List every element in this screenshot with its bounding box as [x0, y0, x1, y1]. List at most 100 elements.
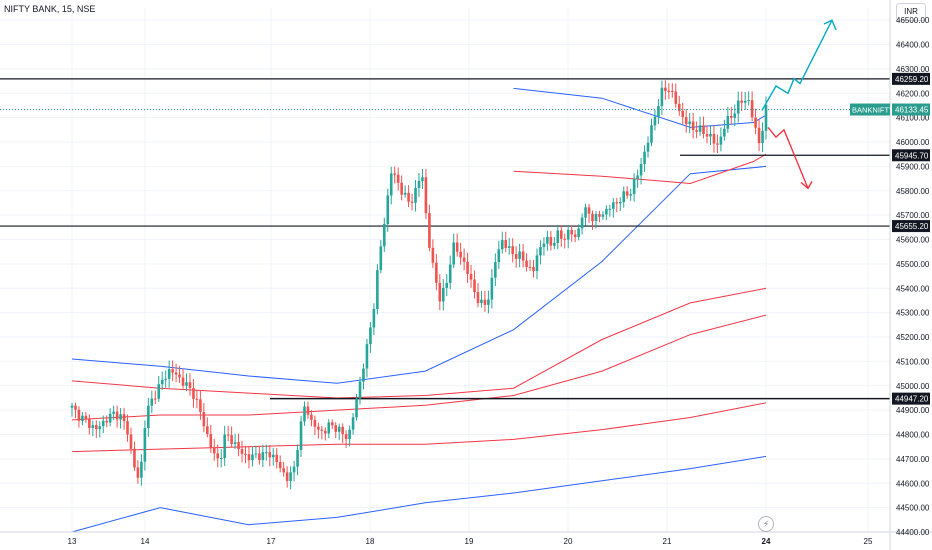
candle [657, 106, 660, 117]
candle [268, 452, 272, 458]
price-tick-label: 46500.00 [896, 16, 930, 25]
level-price-badge: 44947.20 [892, 392, 930, 405]
candle [414, 187, 417, 203]
candle [445, 282, 449, 288]
candle [691, 121, 695, 131]
candle [702, 125, 705, 135]
candle [615, 202, 619, 204]
candle [133, 448, 136, 468]
candle [452, 242, 455, 265]
candle [719, 136, 723, 145]
candle [528, 266, 532, 268]
candle [695, 130, 698, 132]
candle [459, 251, 462, 258]
candle [271, 454, 275, 458]
candle [77, 409, 81, 421]
price-tick-label: 44600.00 [896, 479, 930, 488]
candle [247, 454, 251, 461]
candle [643, 151, 646, 165]
candle [185, 382, 188, 386]
candle [438, 282, 442, 302]
candle [358, 381, 362, 399]
candle [716, 143, 719, 145]
candle [466, 261, 469, 274]
candle [625, 191, 629, 196]
candle [573, 234, 577, 238]
price-tick-label: 44500.00 [896, 504, 930, 513]
level-price-badge-bg [892, 149, 930, 162]
price-tick-label: 45400.00 [896, 284, 930, 293]
candle [441, 287, 445, 302]
price-tick-label: 46400.00 [896, 41, 930, 50]
candle [483, 299, 487, 305]
candle [476, 292, 480, 304]
candle [660, 87, 664, 107]
candle [598, 214, 601, 217]
candle [455, 242, 459, 252]
candle [226, 434, 230, 436]
price-tick-label: 44700.00 [896, 455, 930, 464]
candle [535, 255, 539, 272]
candle [736, 100, 740, 114]
time-tick-label: 21 [663, 537, 672, 546]
candle [202, 411, 206, 427]
candle [386, 195, 390, 225]
indicator-line-4 [71, 402, 767, 453]
candle [119, 414, 122, 420]
price-tick-label: 46300.00 [896, 65, 930, 74]
candle [757, 127, 761, 144]
candle [147, 405, 150, 429]
candle [400, 182, 403, 195]
candle [171, 369, 174, 373]
candle [379, 246, 383, 271]
candle [88, 418, 91, 428]
candle [511, 246, 514, 255]
symbol-badge-bg [850, 103, 890, 116]
currency-selector[interactable]: INR [896, 3, 926, 21]
price-tick-label: 45600.00 [896, 236, 930, 245]
candle [327, 422, 331, 434]
candle [761, 130, 764, 144]
price-tick-label: 45900.00 [896, 162, 930, 171]
candle [261, 452, 265, 461]
price-tick-label: 45700.00 [896, 211, 930, 220]
price-tick-label: 46000.00 [896, 138, 930, 147]
candle [383, 224, 386, 247]
candle [726, 116, 730, 129]
candle [514, 254, 518, 259]
candle [594, 214, 598, 222]
candle [341, 426, 344, 435]
candle [369, 327, 372, 345]
candle [254, 453, 258, 455]
candle [258, 453, 261, 461]
candle [389, 173, 393, 196]
candle [525, 260, 528, 267]
price-axis: 44400.00 44500.00 44600.00 44700.00 44800.00… [896, 16, 930, 537]
candle [448, 264, 452, 283]
candle [417, 181, 421, 188]
candle [317, 426, 320, 430]
candle [733, 113, 737, 118]
candle [490, 277, 494, 300]
candle [275, 454, 279, 463]
candle [518, 251, 521, 259]
candle [566, 229, 570, 240]
candle [94, 425, 98, 430]
level-price-badge-text: 45945.70 [895, 151, 929, 160]
indicator-line-3 [71, 314, 767, 421]
candle [337, 426, 341, 432]
price-tick-label: 46200.00 [896, 89, 930, 98]
bullish-arrow-head [823, 19, 837, 31]
candle [618, 201, 622, 204]
lightning-icon[interactable]: ⚡ [758, 516, 774, 532]
candle [500, 240, 504, 250]
time-tick-label: 13 [68, 537, 77, 546]
candle [507, 246, 511, 248]
candle [296, 450, 299, 467]
candle [126, 421, 129, 435]
candle [653, 116, 657, 126]
time-tick-label: 24 [762, 537, 771, 546]
candle [292, 466, 296, 473]
candle [330, 422, 334, 426]
